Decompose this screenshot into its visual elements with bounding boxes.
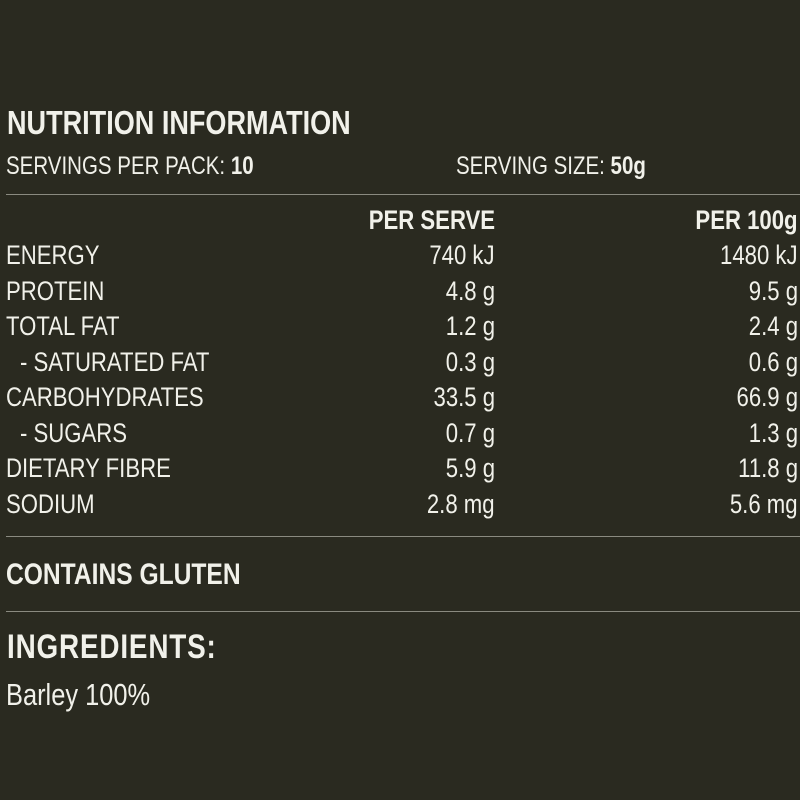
- per-serve-value: 5.9 g: [445, 453, 495, 483]
- table-row: - SATURATED FAT 0.3 g 0.6 g: [0, 347, 800, 381]
- table-row: - SUGARS 0.7 g 1.3 g: [0, 418, 800, 452]
- ingredients-text: Barley 100%: [6, 677, 151, 712]
- per-100g-value: 1480 kJ: [720, 240, 798, 270]
- servings-per-pack-value: 10: [230, 152, 254, 180]
- nutrient-name: CARBOHYDRATES: [6, 382, 204, 412]
- per-100g-value: 2.4 g: [748, 311, 798, 341]
- per-100g-value: 1.3 g: [748, 417, 798, 448]
- nutrient-name: PROTEIN: [6, 275, 105, 306]
- divider-bottom: [6, 611, 800, 612]
- nutrient-name: - SATURATED FAT: [20, 346, 210, 377]
- per-serve-value: 33.5 g: [433, 382, 495, 412]
- divider-middle: [6, 536, 800, 537]
- nutrient-name: - SUGARS: [20, 417, 128, 448]
- serving-size-label: SERVING SIZE:: [456, 152, 605, 180]
- per-serve-value: 4.8 g: [445, 275, 495, 306]
- per-serve-value: 0.7 g: [445, 417, 495, 448]
- per-100g-value: 9.5 g: [748, 275, 798, 306]
- column-header-per-serve: PER SERVE: [368, 205, 495, 235]
- servings-per-pack: SERVINGS PER PACK: 10: [6, 152, 254, 181]
- table-row: DIETARY FIBRE 5.9 g 11.8 g: [0, 453, 800, 487]
- table-row: ENERGY 740 kJ 1480 kJ: [0, 240, 800, 274]
- per-100g-value: 66.9 g: [736, 382, 798, 412]
- serving-size: SERVING SIZE: 50g: [456, 152, 646, 181]
- nutrient-name: TOTAL FAT: [6, 311, 120, 341]
- table-row: TOTAL FAT 1.2 g 2.4 g: [0, 311, 800, 345]
- nutrient-name: ENERGY: [6, 240, 100, 270]
- table-row: PROTEIN 4.8 g 9.5 g: [0, 276, 800, 310]
- per-100g-value: 5.6 mg: [730, 488, 798, 519]
- column-header-per-100g: PER 100g: [695, 205, 798, 235]
- allergen-statement: CONTAINS GLUTEN: [6, 558, 241, 591]
- per-serve-value: 2.8 mg: [427, 488, 495, 519]
- servings-per-pack-label: SERVINGS PER PACK:: [6, 152, 226, 180]
- nutrient-name: SODIUM: [6, 488, 95, 519]
- per-serve-value: 0.3 g: [445, 346, 495, 377]
- serving-size-value: 50g: [610, 152, 646, 180]
- table-row: CARBOHYDRATES 33.5 g 66.9 g: [0, 382, 800, 416]
- per-serve-value: 740 kJ: [429, 240, 495, 270]
- ingredients-heading: INGREDIENTS:: [7, 628, 217, 666]
- per-100g-value: 11.8 g: [738, 453, 798, 483]
- panel-title: NUTRITION INFORMATION: [7, 104, 351, 141]
- nutrient-name: DIETARY FIBRE: [6, 453, 171, 483]
- per-100g-value: 0.6 g: [748, 346, 798, 377]
- table-row: SODIUM 2.8 mg 5.6 mg: [0, 489, 800, 523]
- divider-top: [6, 194, 800, 195]
- per-serve-value: 1.2 g: [445, 311, 495, 341]
